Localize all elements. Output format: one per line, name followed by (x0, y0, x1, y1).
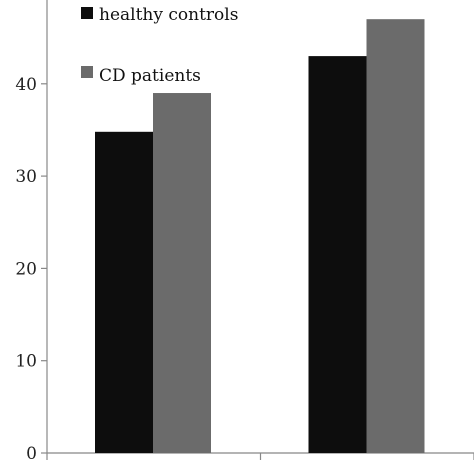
legend-label: CD patients (99, 66, 201, 86)
legend-swatch (81, 7, 93, 19)
y-tick-label: 10 (15, 352, 37, 372)
y-tick-label: 30 (15, 167, 37, 187)
y-tick-label: 40 (15, 75, 37, 95)
bar-healthy-controls-2 (308, 56, 367, 454)
bars (95, 19, 425, 454)
bar-cd-patients-2 (366, 19, 425, 453)
y-tick-label: 0 (26, 444, 37, 464)
bar-healthy-controls-1 (95, 131, 153, 453)
bar-cd-patients-1 (153, 93, 211, 453)
legend: healthy controls CD patients (81, 5, 238, 86)
legend-label: healthy controls (99, 5, 238, 25)
legend-swatch (81, 66, 93, 78)
y-tick-label: 20 (15, 259, 37, 279)
